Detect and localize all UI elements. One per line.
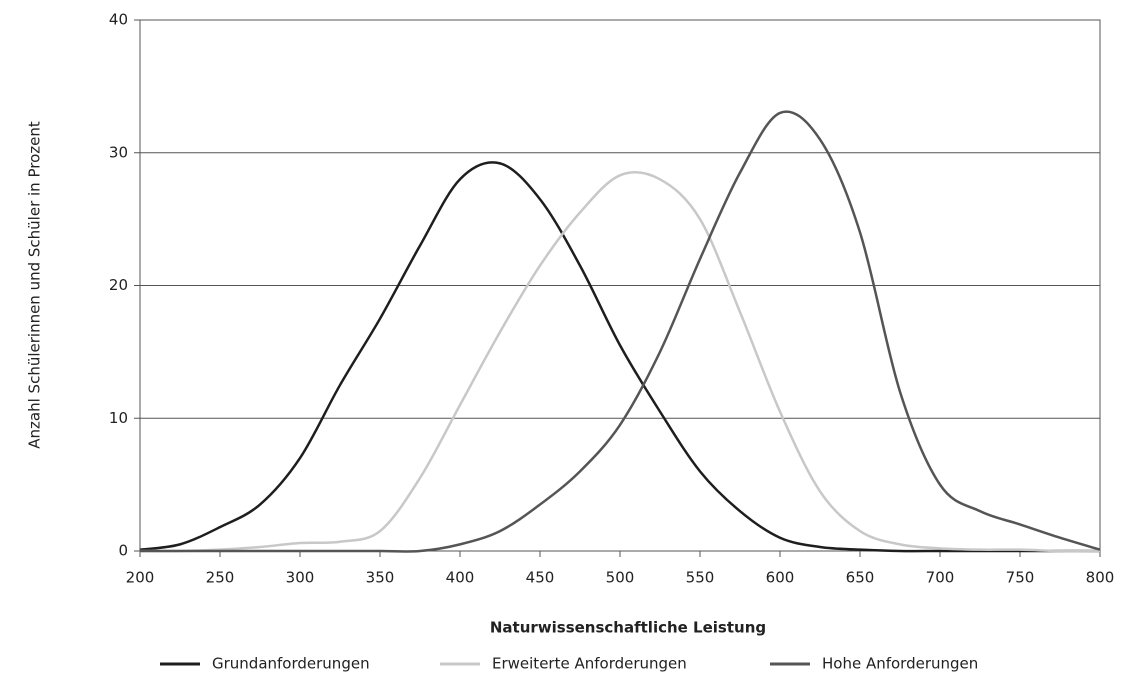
y-axis-label: Anzahl Schülerinnen und Schüler in Proze… [26, 121, 44, 449]
x-tick-label: 700 [926, 569, 955, 587]
x-tick-label: 450 [526, 569, 555, 587]
line-series [139, 161, 1100, 553]
x-tick-label: 600 [766, 569, 795, 587]
legend-label: Grundanforderungen [212, 655, 370, 673]
y-tick-label: 30 [109, 143, 128, 161]
x-tick-label: 350 [366, 569, 395, 587]
y-tick-label: 40 [109, 11, 128, 29]
x-axis-label: Naturwissenschaftliche Leistung [490, 619, 766, 637]
x-tick-label: 800 [1086, 569, 1115, 587]
x-tick-label: 400 [446, 569, 475, 587]
y-tick-label: 20 [109, 276, 128, 294]
legend-label: Hohe Anforderungen [822, 655, 978, 673]
x-tick-label: 750 [1006, 569, 1035, 587]
x-tick-label: 550 [686, 569, 715, 587]
y-tick-label: 0 [118, 542, 128, 560]
x-tick-label: 200 [126, 569, 155, 587]
line-series [140, 110, 1101, 553]
y-tick-label: 10 [109, 409, 128, 427]
x-tick-label: 250 [206, 569, 235, 587]
legend-label: Erweiterte Anforderungen [492, 655, 687, 673]
x-tick-label: 500 [606, 569, 635, 587]
x-tick-label: 300 [286, 569, 315, 587]
line-series [139, 170, 1101, 553]
x-tick-label: 650 [846, 569, 875, 587]
